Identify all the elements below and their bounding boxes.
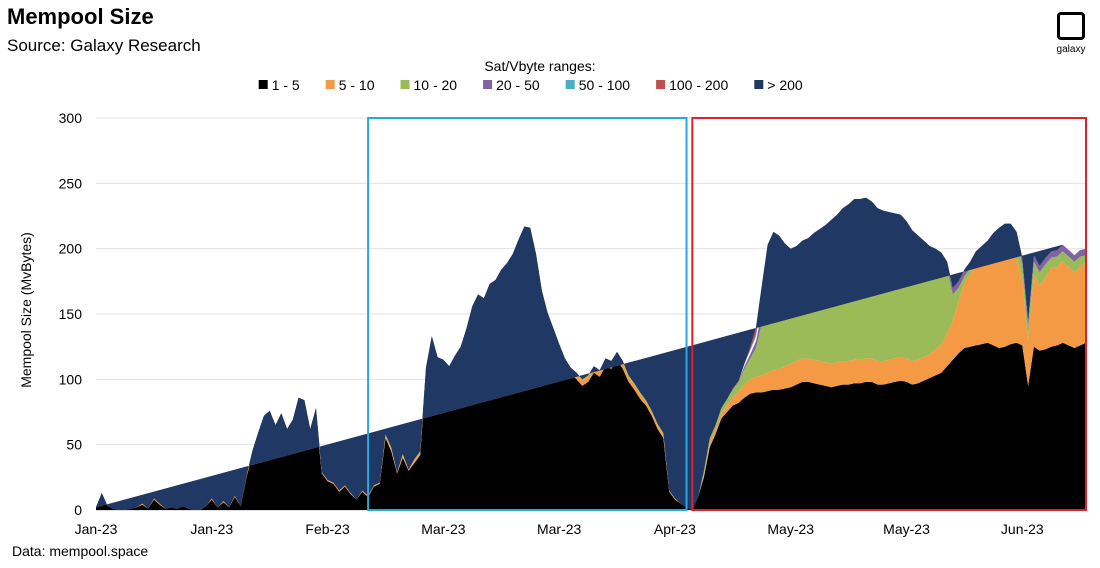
legend-label-2: 10 - 20 — [414, 77, 458, 93]
x-axis-ticks: Jan-23 Jan-23 Feb-23 Mar-23 Mar-23 Apr-23 May-… — [75, 521, 1044, 537]
highlight-box-0 — [367, 117, 688, 511]
x-tick-label: May-23 — [883, 521, 930, 537]
legend-swatch-1 — [325, 80, 335, 89]
chart-subtitle: Source: Galaxy Research — [7, 36, 201, 55]
x-tick-label: Mar-23 — [421, 521, 466, 537]
x-tick-label: May-23 — [767, 521, 814, 537]
chart-title: Mempool Size — [7, 4, 154, 29]
legend-label-3: 20 - 50 — [496, 77, 540, 93]
x-tick-label: Jun-23 — [1001, 521, 1044, 537]
y-axis-ticks: 0 50 100 150 200 250 300 — [59, 110, 83, 518]
legend-swatch-0 — [258, 80, 268, 89]
area-series-6 — [96, 197, 1063, 510]
legend-swatch-3 — [483, 80, 493, 89]
legend-label-1: 5 - 10 — [339, 77, 375, 93]
legend-label-0: 1 - 5 — [272, 77, 300, 93]
galaxy-logo: galaxy — [1051, 12, 1091, 62]
y-tick-label: 100 — [59, 371, 83, 387]
x-tick-label: Mar-23 — [537, 521, 582, 537]
galaxy-logo-text: galaxy — [1056, 44, 1086, 55]
highlight-box-1 — [691, 117, 1087, 511]
legend-swatch-6 — [754, 80, 764, 89]
legend: 1 - 5 5 - 10 10 - 20 20 - 50 50 - 100 100 - 2… — [258, 77, 803, 93]
stacked-areas — [96, 197, 1086, 510]
x-tick-label: Jan-23 — [190, 521, 233, 537]
y-tick-label: 250 — [59, 175, 83, 191]
legend-label-4: 50 - 100 — [579, 77, 631, 93]
legend-swatch-4 — [565, 80, 575, 89]
y-tick-label: 200 — [59, 241, 83, 257]
data-source-note: Data: mempool.space — [12, 543, 149, 559]
legend-label-5: 100 - 200 — [669, 77, 728, 93]
x-tick-label: Apr-23 — [654, 521, 696, 537]
y-tick-label: 150 — [59, 306, 83, 322]
legend-swatch-5 — [656, 80, 666, 89]
area-series-0 — [96, 277, 1086, 510]
y-axis-label: Mempool Size (MvBytes) — [18, 232, 34, 388]
x-tick-label: Jan-23 — [75, 521, 118, 537]
x-tick-label: Feb-23 — [305, 521, 350, 537]
y-tick-label: 0 — [74, 502, 82, 518]
galaxy-logo-icon — [1057, 12, 1085, 40]
legend-swatch-2 — [400, 80, 410, 89]
area-series-1 — [96, 242, 1086, 510]
legend-title: Sat/Vbyte ranges: — [484, 58, 595, 74]
y-tick-label: 50 — [66, 437, 82, 453]
highlight-boxes — [367, 117, 1087, 511]
y-tick-label: 300 — [59, 110, 83, 126]
legend-label-6: > 200 — [767, 77, 803, 93]
